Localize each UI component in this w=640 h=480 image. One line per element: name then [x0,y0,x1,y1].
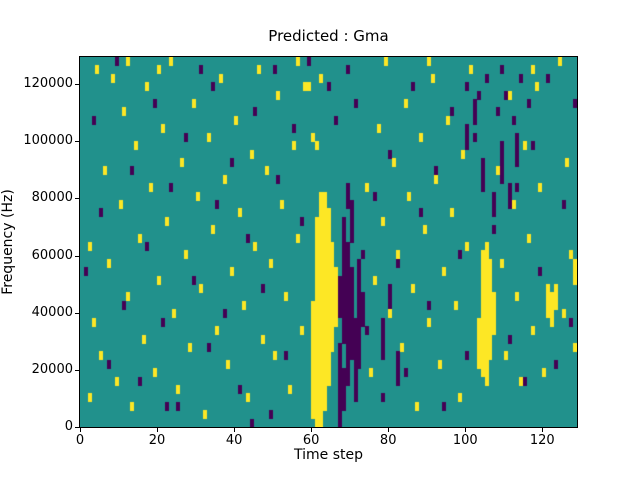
x-tick-label: 40 [225,433,243,448]
x-axis-label: Time step [294,447,363,463]
x-tick-label: 80 [379,433,397,448]
x-tick-label: 20 [148,433,166,448]
x-tick-mark [80,428,81,432]
y-tick-label: 80000 [31,190,73,206]
heatmap-plot [79,56,578,428]
y-tick-mark [75,255,79,257]
x-tick-mark [234,428,236,432]
x-tick-label: 100 [452,433,478,448]
x-tick-mark [465,428,467,432]
x-tick-label: 60 [302,433,320,448]
y-tick-label: 20000 [31,361,73,377]
y-tick-mark [75,312,79,314]
chart-title: Predicted : Gma [268,27,389,45]
y-tick-mark [75,198,79,200]
y-tick-label: 0 [64,419,73,434]
y-tick-label: 60000 [31,247,73,263]
x-tick-mark [157,428,159,432]
y-tick-label: 100000 [23,133,73,149]
heatmap-canvas [80,57,577,427]
x-tick-label: 120 [529,433,555,448]
y-tick-mark [75,369,79,371]
x-tick-label: 0 [75,433,85,448]
y-tick-label: 40000 [31,304,73,320]
y-tick-label: 120000 [23,76,73,92]
y-tick-mark [75,141,79,143]
y-tick-mark [75,84,79,86]
x-tick-mark [311,428,313,432]
x-tick-mark [542,428,544,432]
y-tick-mark [75,427,79,428]
x-tick-mark [388,428,390,432]
